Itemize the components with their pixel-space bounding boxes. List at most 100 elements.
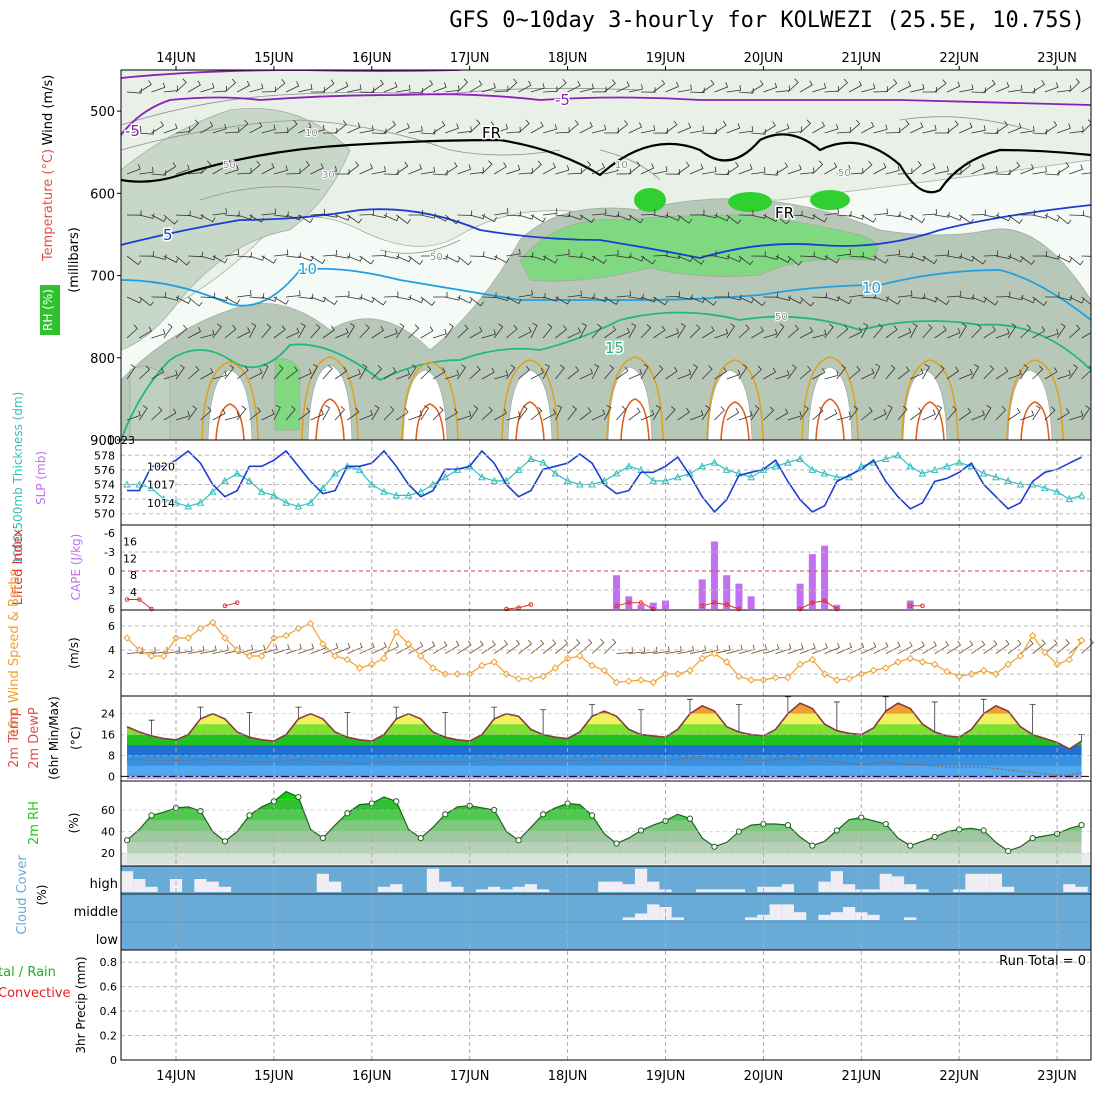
cloud-bar bbox=[793, 912, 807, 920]
thickness-point bbox=[771, 462, 780, 470]
wind-barb bbox=[371, 79, 384, 93]
wind-barb bbox=[983, 365, 994, 380]
wind-barb bbox=[946, 253, 962, 259]
rh-band bbox=[127, 842, 1082, 854]
date-label-top: 18JUN bbox=[548, 51, 588, 66]
temp-contour-25 bbox=[915, 401, 945, 440]
contour-label-50: 50 bbox=[838, 168, 851, 179]
contour-label-fr: FR bbox=[775, 204, 794, 222]
wind-barb-10m bbox=[457, 640, 472, 654]
cape-bar bbox=[735, 583, 743, 609]
wind-barb bbox=[163, 369, 178, 380]
rh-point bbox=[221, 838, 229, 845]
wind-barb bbox=[126, 164, 141, 175]
wind-barb bbox=[995, 366, 1009, 380]
wind-barb bbox=[922, 255, 938, 265]
wind-barb bbox=[971, 410, 985, 421]
wind-barb bbox=[273, 211, 289, 218]
temp-band bbox=[127, 755, 1082, 766]
wind-barb bbox=[836, 296, 852, 305]
wind-barb bbox=[126, 364, 136, 380]
wind-barb bbox=[359, 209, 375, 216]
rh-tick-label: 60 bbox=[101, 804, 115, 817]
wind-barb bbox=[922, 409, 936, 421]
cloud-bar bbox=[769, 886, 782, 892]
wind-barb bbox=[567, 405, 577, 421]
thickness-tick-label: 570 bbox=[94, 508, 115, 521]
wind-barb bbox=[946, 406, 957, 421]
wind-barb bbox=[971, 364, 980, 380]
wind-barb bbox=[200, 329, 215, 339]
wind-speed-point bbox=[625, 677, 633, 685]
wind-barb bbox=[322, 128, 338, 134]
wind-barb-10m bbox=[542, 639, 557, 654]
wind-barb bbox=[750, 80, 764, 93]
thickness-point bbox=[416, 487, 425, 495]
wind-barb bbox=[751, 167, 766, 175]
wind-barb bbox=[714, 406, 725, 421]
wind-barb bbox=[763, 214, 779, 222]
cape-tick-label: 8 bbox=[130, 569, 137, 582]
wind-barb bbox=[714, 253, 730, 260]
wind-barb bbox=[836, 164, 851, 175]
wind-barb bbox=[163, 295, 179, 301]
temp-contour-20 bbox=[706, 359, 764, 440]
wind-barb bbox=[1044, 367, 1058, 380]
panel-frame-thick bbox=[120, 439, 1092, 526]
ylabel-temperature: Temperature (°C) bbox=[41, 149, 56, 262]
wind-speed-point bbox=[282, 631, 290, 640]
wind-speed-point bbox=[1004, 660, 1012, 669]
lifted-index-point bbox=[724, 602, 729, 607]
temp-line bbox=[126, 702, 1083, 750]
wind-barb bbox=[542, 408, 557, 421]
wind-barb bbox=[139, 326, 152, 339]
wind-barb bbox=[665, 120, 678, 134]
wind-barb bbox=[653, 166, 668, 175]
temp-minmax-bar bbox=[197, 706, 204, 719]
wind-barb bbox=[347, 214, 363, 224]
date-label-top: 17JUN bbox=[450, 51, 490, 66]
wind-barb bbox=[1032, 166, 1047, 175]
date-label-top: 16JUN bbox=[352, 51, 392, 66]
wind-barb bbox=[787, 255, 803, 266]
wind-barb bbox=[310, 163, 324, 175]
wind-barb bbox=[200, 121, 214, 134]
wind-barb bbox=[934, 365, 945, 380]
wind-barb bbox=[726, 161, 739, 175]
wind-barb bbox=[310, 409, 324, 421]
thickness-point bbox=[649, 476, 658, 484]
axis-labels: 14JUN 14JUN 15JUN 15JUN 16JUN 16JUN 17JUN 17JUN… bbox=[0, 51, 1086, 1084]
wind-barb bbox=[371, 166, 386, 175]
wind-barb bbox=[1081, 255, 1091, 257]
wind-barb bbox=[530, 406, 543, 421]
wind-barb bbox=[689, 410, 704, 421]
wind-barb bbox=[298, 368, 312, 380]
wind-barb bbox=[885, 404, 893, 421]
wind-barb-10m bbox=[579, 638, 593, 654]
wind-barb bbox=[371, 365, 383, 380]
wind-barb bbox=[1032, 365, 1044, 380]
thickness-point bbox=[490, 476, 499, 484]
wind-barb bbox=[457, 324, 469, 339]
wind-barb bbox=[420, 251, 436, 257]
rh-point bbox=[393, 798, 400, 805]
wind-barb bbox=[542, 255, 559, 264]
wind-barb bbox=[922, 163, 936, 175]
wind-barb bbox=[775, 255, 791, 263]
wind-barb bbox=[555, 165, 570, 175]
cloud-bar bbox=[634, 868, 648, 892]
wind-barb bbox=[273, 249, 289, 257]
date-label-bottom: 19JUN bbox=[646, 1069, 686, 1084]
wind-barb bbox=[383, 366, 397, 380]
wind-barb bbox=[665, 328, 680, 339]
wind-barb bbox=[897, 405, 908, 421]
wind-barb bbox=[139, 129, 154, 135]
wind-barb bbox=[775, 408, 789, 421]
wind-barb bbox=[836, 411, 851, 421]
wind-barb bbox=[334, 120, 347, 134]
wind-barb bbox=[530, 83, 545, 93]
wind-barb bbox=[934, 249, 950, 257]
cloud-bar bbox=[647, 904, 660, 920]
wind-barb bbox=[1081, 365, 1091, 380]
wind-barb bbox=[604, 79, 616, 93]
